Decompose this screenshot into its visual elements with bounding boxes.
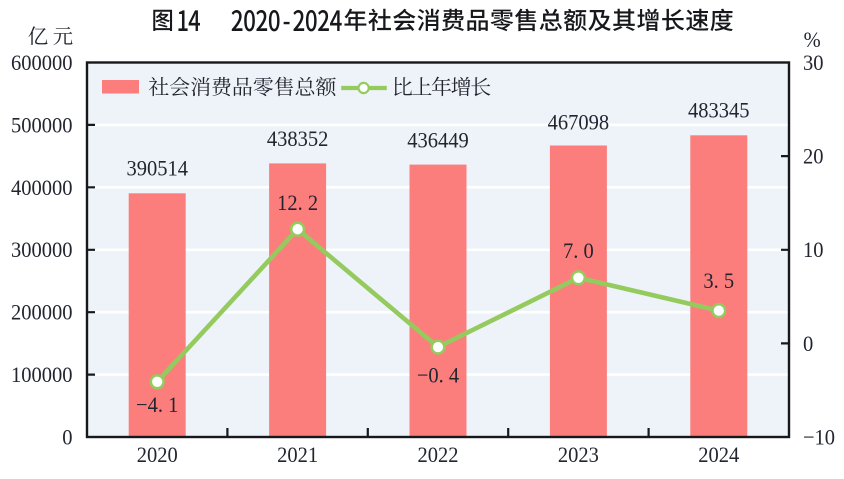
- svg-text:400000: 400000: [11, 175, 72, 200]
- svg-text:10: 10: [803, 237, 823, 262]
- svg-text:2021: 2021: [277, 442, 318, 467]
- svg-text:30: 30: [803, 50, 823, 75]
- svg-text:2024: 2024: [698, 442, 739, 467]
- svg-text:20: 20: [803, 144, 823, 169]
- svg-text:−4. 1: −4. 1: [136, 392, 178, 417]
- svg-text:3. 5: 3. 5: [703, 268, 734, 293]
- svg-text:467098: 467098: [548, 110, 609, 135]
- svg-text:600000: 600000: [11, 50, 72, 75]
- svg-text:100000: 100000: [11, 362, 72, 387]
- svg-text:200000: 200000: [11, 300, 72, 325]
- svg-text:436449: 436449: [407, 128, 468, 153]
- svg-text:12. 2: 12. 2: [277, 190, 318, 215]
- svg-text:500000: 500000: [11, 113, 72, 138]
- svg-text:7. 0: 7. 0: [563, 238, 594, 263]
- svg-text:0: 0: [803, 331, 813, 356]
- svg-text:2022: 2022: [418, 442, 459, 467]
- svg-text:483345: 483345: [688, 98, 749, 123]
- svg-text:438352: 438352: [267, 126, 328, 151]
- svg-text:−0. 4: −0. 4: [417, 363, 460, 388]
- svg-text:%: %: [804, 27, 821, 52]
- svg-text:390514: 390514: [126, 156, 188, 181]
- svg-text:−10: −10: [803, 425, 835, 450]
- svg-text:2023: 2023: [558, 442, 599, 467]
- svg-text:0: 0: [62, 425, 72, 450]
- svg-text:300000: 300000: [11, 237, 72, 262]
- svg-text:2020: 2020: [137, 442, 178, 467]
